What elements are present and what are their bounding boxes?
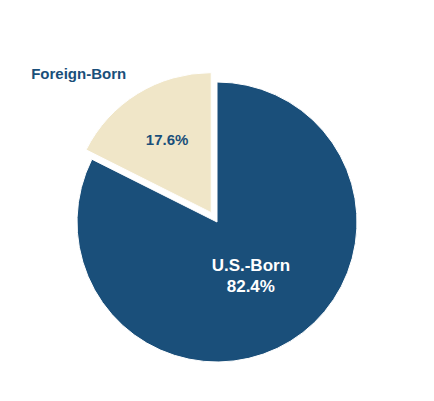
labels: U.S.-Born 82.4% 17.6% Foreign-Born	[31, 65, 290, 297]
chart: U.S.-Born 82.4% 17.6% Foreign-Born	[0, 0, 434, 401]
data-label: 17.6%	[146, 131, 189, 148]
slices	[77, 73, 357, 362]
data-label: 82.4%	[227, 277, 275, 296]
pie-slice	[86, 73, 211, 213]
slice-label: Foreign-Born	[31, 65, 126, 82]
slice-label: U.S.-Born	[212, 256, 290, 275]
